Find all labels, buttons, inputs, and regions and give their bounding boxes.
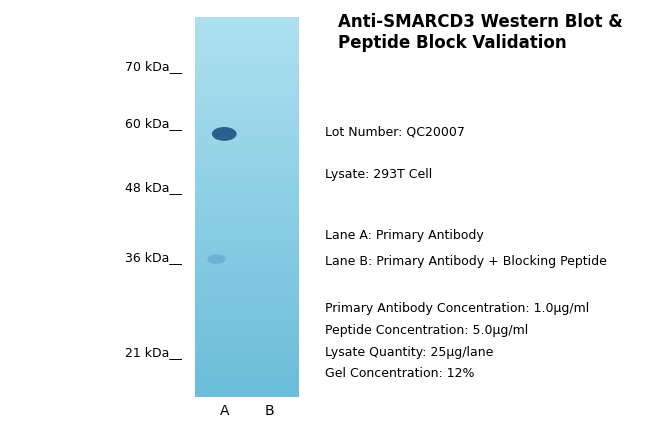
Bar [195, 226, 299, 233]
Bar [195, 112, 299, 119]
Bar [195, 150, 299, 157]
Bar [195, 207, 299, 214]
Bar [195, 327, 299, 334]
Text: 21 kDa__: 21 kDa__ [125, 346, 182, 359]
Text: Lane B: Primary Antibody + Blocking Peptide: Lane B: Primary Antibody + Blocking Pept… [325, 255, 607, 268]
Bar [195, 321, 299, 328]
Bar [195, 232, 299, 239]
Bar [195, 162, 299, 169]
Bar [195, 283, 299, 290]
Text: Lot Number: QC20007: Lot Number: QC20007 [325, 125, 465, 138]
Text: Gel Concentration: 12%: Gel Concentration: 12% [325, 367, 474, 380]
Bar [195, 308, 299, 315]
Bar [195, 219, 299, 226]
Bar [195, 181, 299, 188]
Bar [195, 29, 299, 36]
Bar [195, 55, 299, 62]
Bar [195, 17, 299, 24]
Text: 36 kDa__: 36 kDa__ [125, 251, 182, 264]
Bar [195, 391, 299, 397]
Text: Lane A: Primary Antibody: Lane A: Primary Antibody [325, 229, 484, 242]
Ellipse shape [212, 127, 237, 141]
Bar [195, 48, 299, 55]
Bar [195, 42, 299, 49]
Bar [195, 314, 299, 321]
Bar [195, 80, 299, 87]
Bar [195, 365, 299, 372]
Bar [195, 99, 299, 106]
Bar [195, 353, 299, 359]
Bar [195, 74, 299, 81]
Bar [195, 131, 299, 138]
Text: B: B [265, 404, 274, 418]
Text: 48 kDa__: 48 kDa__ [125, 181, 182, 194]
Text: Peptide Concentration: 5.0μg/ml: Peptide Concentration: 5.0μg/ml [325, 324, 528, 337]
Bar [195, 93, 299, 100]
Text: 70 kDa__: 70 kDa__ [125, 60, 182, 73]
Bar [195, 213, 299, 220]
Bar [195, 143, 299, 150]
Bar [195, 245, 299, 252]
Bar [195, 289, 299, 296]
Bar [195, 169, 299, 176]
Bar [195, 137, 299, 144]
Ellipse shape [207, 254, 226, 264]
Text: Primary Antibody Concentration: 1.0μg/ml: Primary Antibody Concentration: 1.0μg/ml [325, 302, 590, 315]
Bar [195, 23, 299, 30]
Bar [195, 61, 299, 68]
Bar [195, 175, 299, 182]
Bar [195, 251, 299, 258]
Text: Lysate Quantity: 25μg/lane: Lysate Quantity: 25μg/lane [325, 346, 493, 359]
Bar [195, 378, 299, 385]
Bar [195, 264, 299, 271]
Bar [195, 276, 299, 283]
Bar [195, 295, 299, 302]
Bar [195, 118, 299, 125]
Bar [195, 270, 299, 277]
Bar [195, 36, 299, 43]
Text: A: A [220, 404, 229, 418]
Bar [195, 194, 299, 201]
Bar [195, 340, 299, 347]
Text: 60 kDa__: 60 kDa__ [125, 117, 182, 130]
Bar [195, 346, 299, 353]
Bar [195, 372, 299, 378]
Bar [195, 359, 299, 366]
Bar [195, 302, 299, 309]
Bar [195, 384, 299, 391]
Bar [195, 257, 299, 264]
Text: Lysate: 293T Cell: Lysate: 293T Cell [325, 168, 432, 181]
Bar [195, 200, 299, 207]
Bar [195, 86, 299, 93]
Bar [195, 334, 299, 340]
Bar [195, 124, 299, 131]
Bar [195, 156, 299, 163]
Bar [195, 188, 299, 195]
Bar [195, 67, 299, 74]
Text: Anti-SMARCD3 Western Blot &
Peptide Block Validation: Anti-SMARCD3 Western Blot & Peptide Bloc… [338, 13, 623, 52]
Bar [195, 105, 299, 112]
Bar [195, 238, 299, 245]
